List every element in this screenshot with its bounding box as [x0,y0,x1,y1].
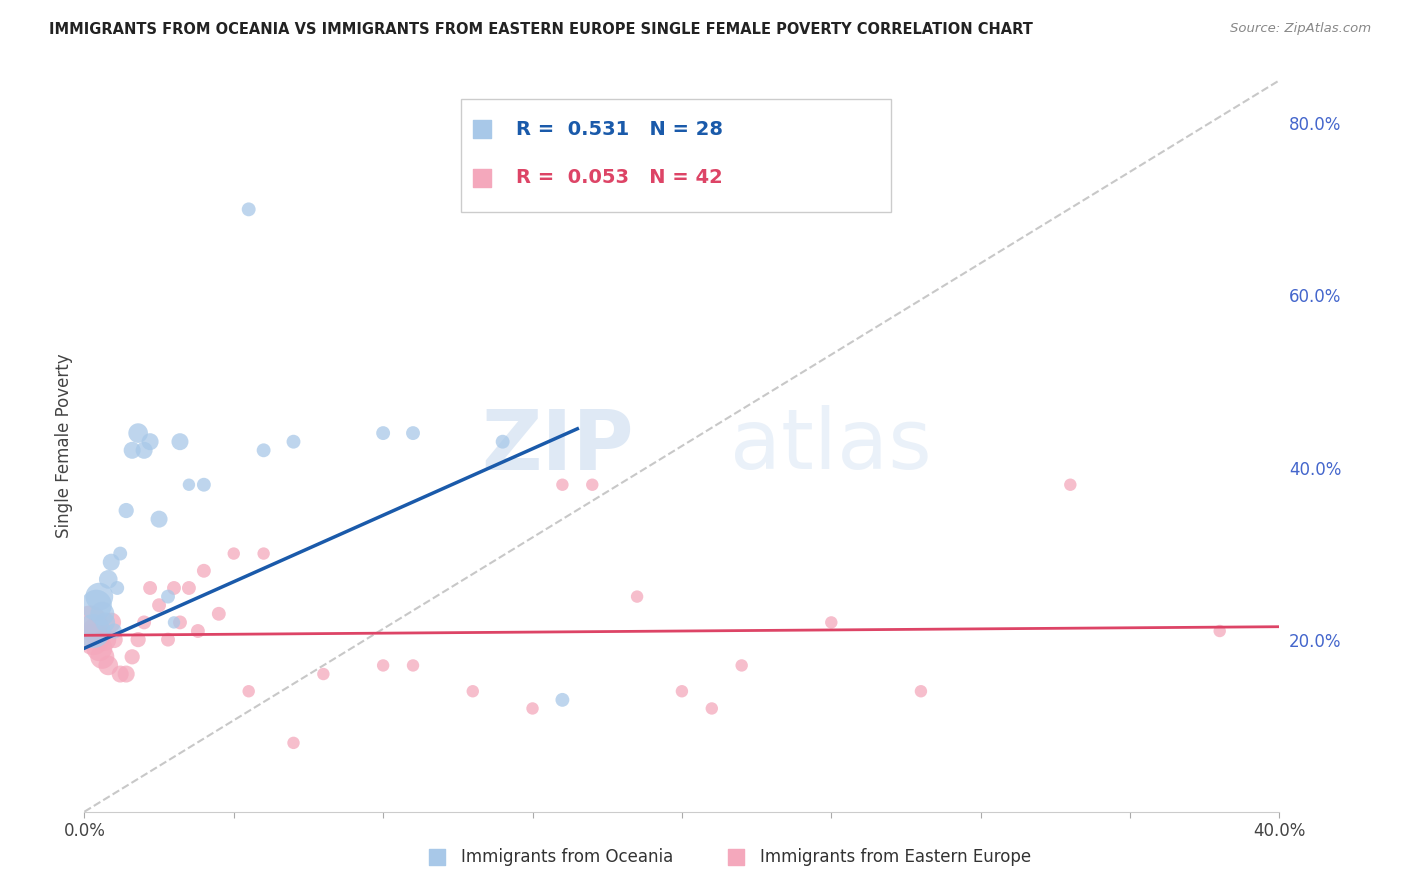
Text: Immigrants from Eastern Europe: Immigrants from Eastern Europe [759,848,1031,866]
Text: R =  0.053   N = 42: R = 0.053 N = 42 [516,168,723,187]
Point [86,624,108,638]
Point [97,573,120,587]
Point [163,615,186,630]
Point [79,615,101,630]
Point [127,632,149,647]
Point [193,477,215,491]
Point [222,547,245,561]
Point [700,701,723,715]
Point [89,590,111,604]
Point [312,667,335,681]
Point [132,615,156,630]
Point [910,684,932,698]
Point [139,581,162,595]
Point [89,641,111,656]
Text: atlas: atlas [730,406,931,486]
Point [193,564,215,578]
Point [177,581,200,595]
Point [100,555,122,569]
Point [127,426,149,441]
Point [82,632,104,647]
Point [91,607,114,621]
Point [110,667,132,681]
Point [169,615,191,630]
Point [1069,2,1091,16]
Point [103,624,125,638]
Point [731,658,754,673]
Point [163,581,186,595]
Point [461,684,484,698]
Point [253,443,276,458]
Point [94,615,117,630]
Point [626,590,648,604]
Point [105,581,128,595]
Text: IMMIGRANTS FROM OCEANIA VS IMMIGRANTS FROM EASTERN EUROPE SINGLE FEMALE POVERTY : IMMIGRANTS FROM OCEANIA VS IMMIGRANTS FR… [49,22,1033,37]
Point [110,547,132,561]
Point [115,667,138,681]
Point [115,503,138,517]
Point [157,590,180,604]
Point [238,684,260,698]
Point [187,624,209,638]
Point [1059,477,1081,491]
Point [238,202,260,217]
Point [402,658,425,673]
Point [82,624,104,638]
Point [551,477,574,491]
Point [100,615,122,630]
Point [86,598,108,612]
Point [148,598,170,612]
Point [139,434,162,449]
Point [1209,624,1232,638]
Point [283,434,305,449]
Point [94,632,117,647]
Point [169,434,191,449]
Point [283,736,305,750]
Y-axis label: Single Female Poverty: Single Female Poverty [55,354,73,538]
Point [97,658,120,673]
Point [177,477,200,491]
FancyBboxPatch shape [461,99,891,212]
Point [157,632,180,647]
Point [522,701,544,715]
Point [103,632,125,647]
Text: Source: ZipAtlas.com: Source: ZipAtlas.com [1230,22,1371,36]
Point [208,607,231,621]
Point [402,426,425,441]
Text: R =  0.531   N = 28: R = 0.531 N = 28 [516,120,723,139]
Point [148,512,170,526]
Point [373,426,395,441]
Point [253,547,276,561]
Point [121,649,143,664]
Text: ZIP: ZIP [482,406,634,486]
Point [91,649,114,664]
Point [132,443,156,458]
Point [492,434,515,449]
Point [1069,59,1091,73]
Point [820,615,842,630]
Point [121,443,143,458]
Point [955,858,977,872]
Point [581,477,603,491]
Point [671,684,693,698]
Text: Immigrants from Oceania: Immigrants from Oceania [461,848,673,866]
Point [551,693,574,707]
Point [373,658,395,673]
